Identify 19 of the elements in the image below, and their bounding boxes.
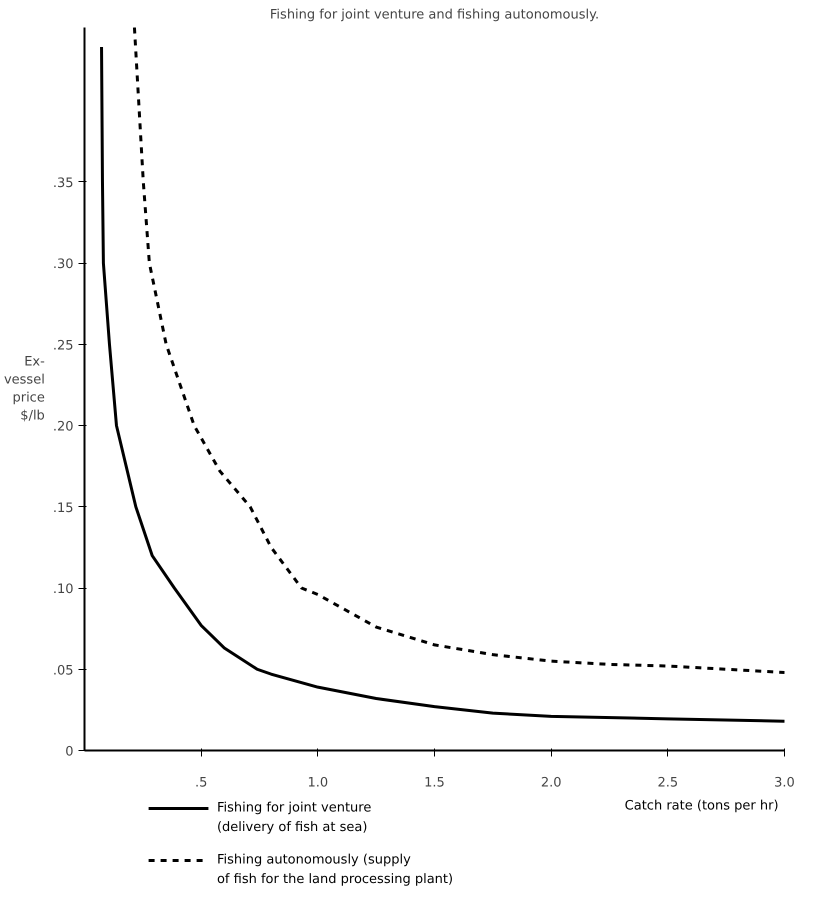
- x-tick-label: 1.5: [424, 776, 445, 790]
- x-tick-label: 2.5: [657, 776, 678, 790]
- legend-label: Fishing autonomously (supply of fish for the land processing plant): [216, 852, 454, 887]
- x-axis-title: Catch rate (tons per hr): [624, 798, 779, 814]
- x-tick-label: .5: [194, 776, 208, 790]
- y-tick-label: 0: [65, 744, 74, 760]
- legend-label: Fishing for joint venture (delivery of fish at sea): [216, 800, 372, 835]
- y-tick-label: .20: [52, 420, 74, 435]
- x-tick-label: 1.0: [307, 776, 328, 790]
- y-tick-label: .15: [52, 500, 74, 516]
- y-tick-label: .25: [52, 338, 74, 354]
- y-tick-label: .35: [52, 176, 74, 191]
- y-tick-label: .05: [52, 663, 74, 678]
- y-tick-label: .10: [52, 582, 74, 598]
- y-tick-label: .30: [52, 257, 74, 272]
- chart-title: Fishing for joint venture and fishing autonomously.: [270, 8, 600, 22]
- x-tick-label: 3.0: [774, 776, 795, 790]
- x-tick-label: 2.0: [540, 776, 562, 790]
- y-axis-title: Ex- vessel price $/lb: [4, 354, 46, 424]
